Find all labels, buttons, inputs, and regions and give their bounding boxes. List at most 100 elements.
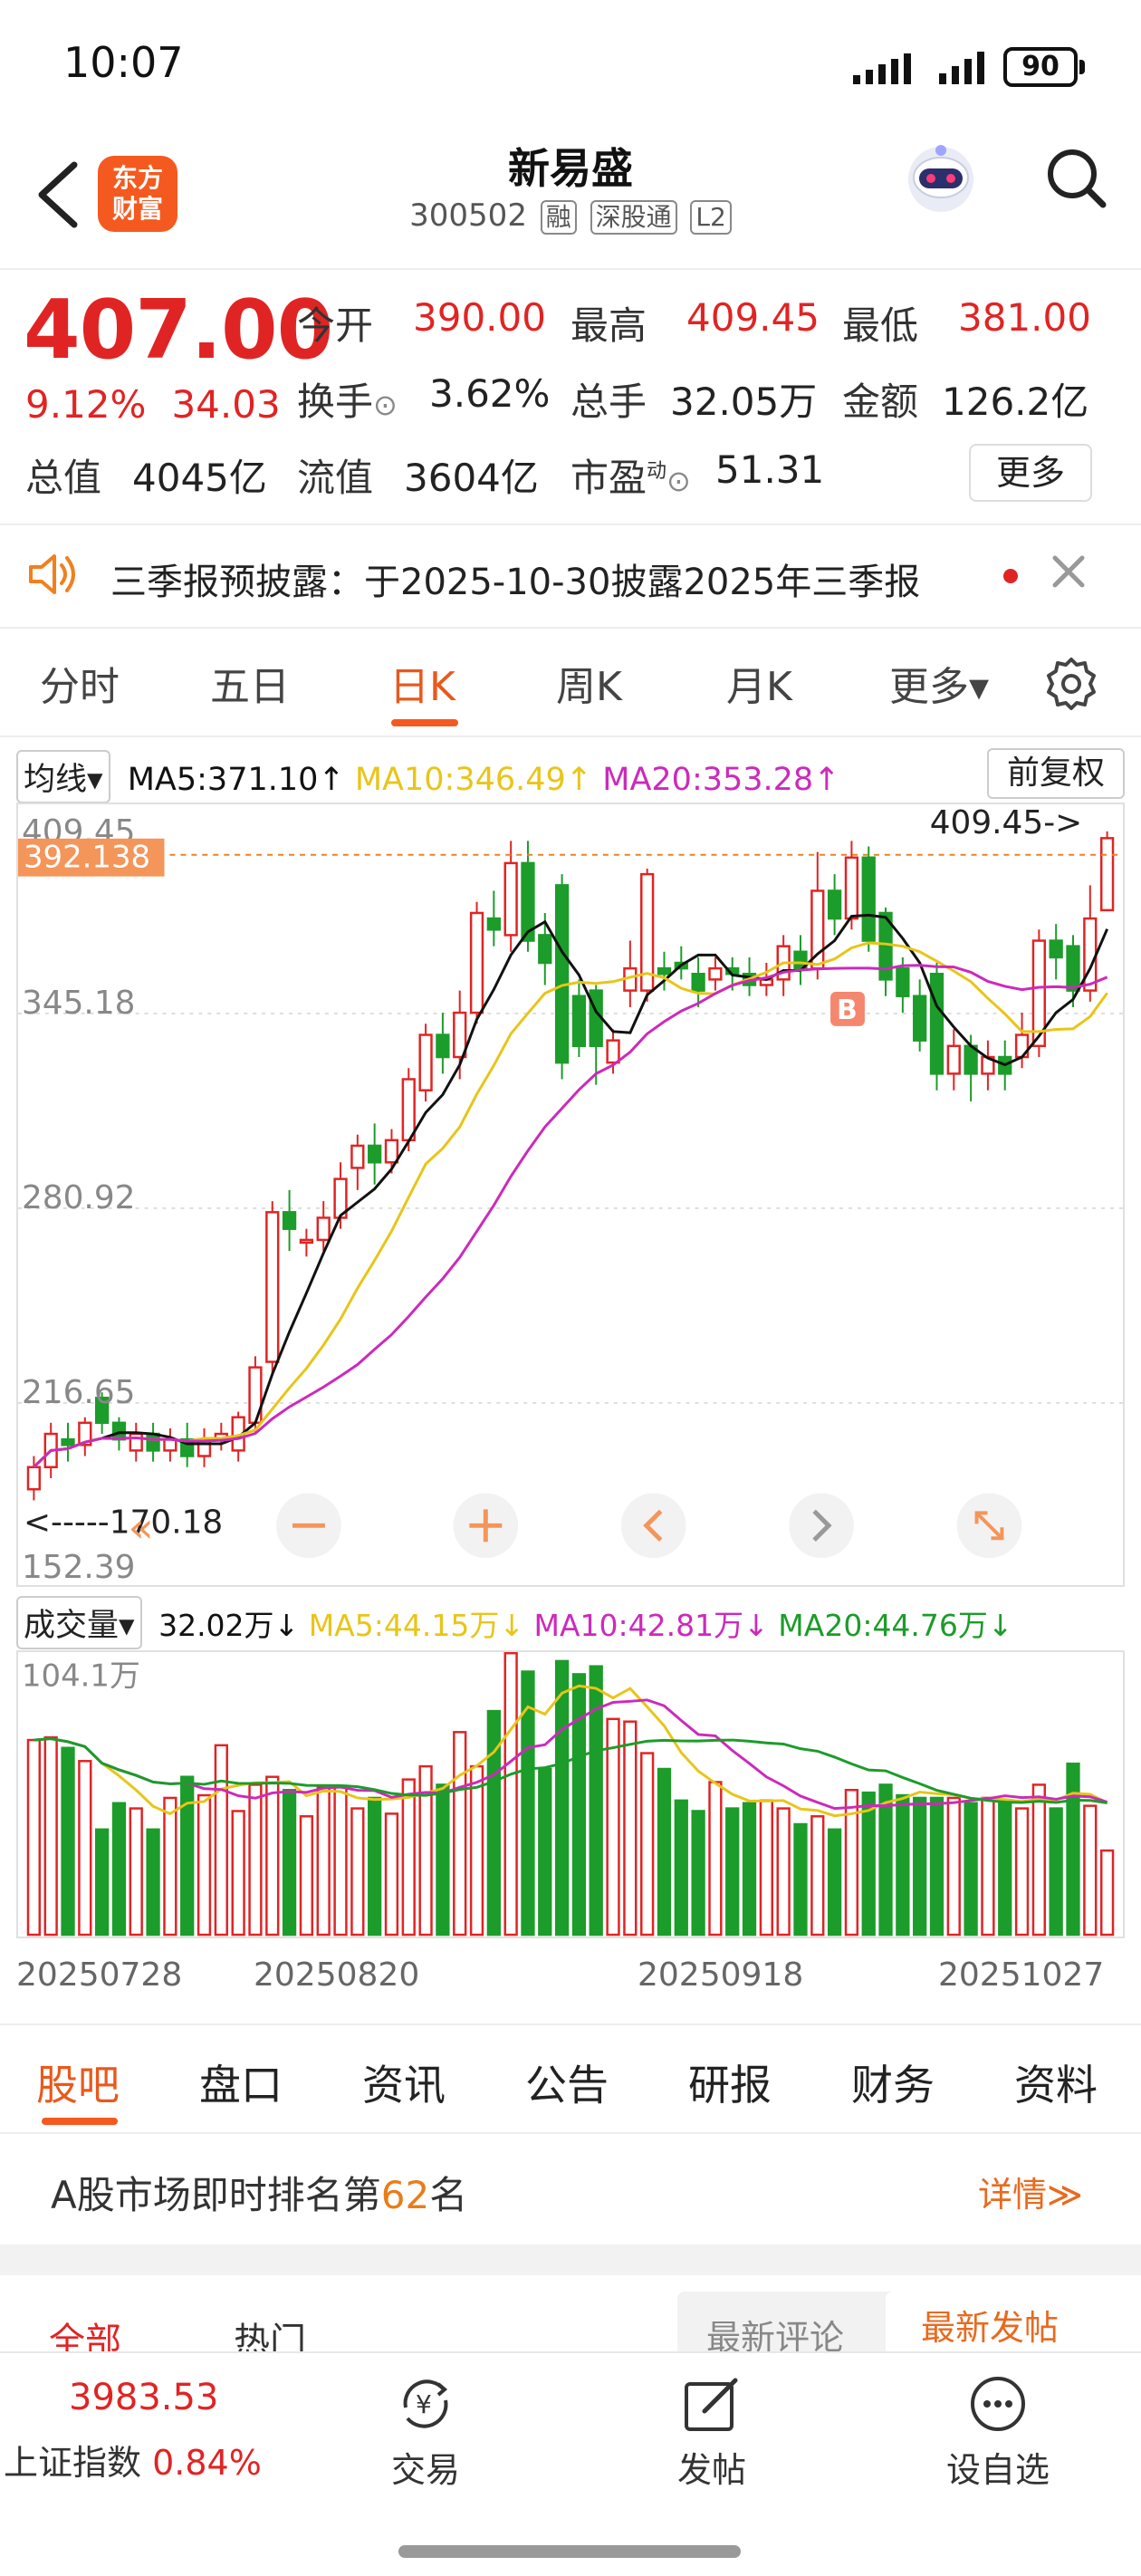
candle xyxy=(453,1011,467,1059)
volume-bar xyxy=(878,1783,893,1937)
volume-bar xyxy=(538,1767,552,1937)
volume-bar xyxy=(163,1796,177,1937)
ai-assistant-robot-icon[interactable] xyxy=(901,138,981,217)
tab-intraday[interactable]: 分时 xyxy=(40,664,120,710)
tab-weekly-k[interactable]: 周K xyxy=(556,664,622,710)
candle xyxy=(827,889,842,920)
candle xyxy=(384,1139,399,1164)
ma-select[interactable]: 均线▾ xyxy=(16,750,110,803)
pe-label[interactable]: 市盈动⊙ xyxy=(570,447,691,503)
tab-five-day[interactable]: 五日 xyxy=(210,664,290,710)
volume-bar xyxy=(827,1828,842,1937)
high-label: 最高 xyxy=(570,303,647,348)
volume-bar xyxy=(674,1799,688,1937)
volume-bar xyxy=(486,1709,501,1937)
level2-tag[interactable]: L2 xyxy=(690,199,732,235)
volume-chart[interactable]: 104.1万 xyxy=(16,1650,1125,1938)
volume-bar xyxy=(453,1731,467,1937)
app-logo[interactable]: 东方 财富 xyxy=(98,156,177,232)
tab-forum[interactable]: 股吧 xyxy=(36,2061,120,2110)
volume-bar xyxy=(384,1812,399,1937)
pan-left-button[interactable] xyxy=(620,1493,686,1559)
gear-icon[interactable] xyxy=(1043,656,1099,712)
price-change-row: 9.12% 34.03 xyxy=(25,382,306,427)
date-label: 20250728 xyxy=(16,1956,183,1994)
nav-watchlist[interactable]: 设自选 xyxy=(907,2371,1088,2492)
turnover-value: 3.62% xyxy=(429,371,551,416)
edit-icon xyxy=(685,2378,738,2431)
tab-financials[interactable]: 财务 xyxy=(851,2061,935,2110)
zoom-out-button[interactable] xyxy=(276,1493,341,1559)
nav-watchlist-label: 设自选 xyxy=(945,2450,1050,2490)
pan-right-button[interactable] xyxy=(789,1493,854,1559)
back-arrow-icon[interactable] xyxy=(27,154,91,235)
candlestick-chart[interactable]: 409.45 345.18 280.92 216.65 152.39 392.1… xyxy=(16,803,1125,1587)
tab-monthly-k[interactable]: 月K xyxy=(726,664,792,710)
candle xyxy=(521,861,535,942)
candle xyxy=(350,1144,365,1169)
volume-bar xyxy=(333,1786,348,1937)
volume-bars-group xyxy=(26,1652,1115,1937)
active-bottom-tab-indicator xyxy=(42,2118,118,2125)
sort-latest-comment[interactable]: 最新评论 xyxy=(706,2318,845,2358)
volume-select[interactable]: 成交量▾ xyxy=(16,1596,142,1649)
candles-group xyxy=(26,831,1115,1501)
more-button[interactable]: 更多 xyxy=(969,444,1092,502)
price-adjust-button[interactable]: 前复权 xyxy=(987,748,1125,799)
volume-value: 32.05万 xyxy=(670,380,818,424)
turnover-label[interactable]: 换手⊙ xyxy=(297,371,398,427)
tab-announcements[interactable]: 公告 xyxy=(525,2061,609,2110)
tab-daily-k[interactable]: 日K xyxy=(389,664,455,710)
pe-dynamic-sup: 动 xyxy=(647,460,667,483)
volume-bar xyxy=(26,1738,42,1937)
index-row[interactable]: 上证指数 0.84% xyxy=(4,2435,262,2485)
details-link[interactable]: 详情≫ xyxy=(978,2175,1083,2215)
high-value: 409.45 xyxy=(686,295,820,340)
index-value[interactable]: 3983.53 xyxy=(69,2377,219,2418)
index-change-percent: 0.84% xyxy=(152,2443,262,2483)
volume-bar xyxy=(231,1810,245,1937)
volume-bar xyxy=(725,1807,740,1937)
fullscreen-button[interactable] xyxy=(956,1493,1022,1559)
close-icon[interactable] xyxy=(1046,549,1091,594)
notice-text[interactable]: 三季报预披露：于2025-10-30披露2025年三季报 xyxy=(110,562,921,603)
volume-bar xyxy=(657,1767,672,1937)
tab-more[interactable]: 更多▾ xyxy=(889,664,990,710)
status-bar: 10:07 90 xyxy=(0,0,1141,136)
volume-bar xyxy=(78,1760,92,1937)
volume-bar xyxy=(469,1764,484,1937)
tab-research[interactable]: 研报 xyxy=(688,2061,772,2110)
ranking-text: A股市场即时排名第62名 xyxy=(51,2165,467,2220)
volume-bar xyxy=(946,1796,961,1937)
volume-bar xyxy=(521,1670,535,1937)
candle xyxy=(129,1432,143,1452)
nav-post[interactable]: 发帖 xyxy=(621,2371,802,2492)
volume-bar xyxy=(913,1796,927,1937)
info-dots-icon[interactable]: ⊙ xyxy=(373,388,398,422)
zoom-in-button[interactable] xyxy=(453,1493,519,1559)
notice-bar[interactable]: 三季报预披露：于2025-10-30披露2025年三季报 xyxy=(0,525,1141,627)
volume-bar xyxy=(1099,1849,1115,1937)
tab-orderbook[interactable]: 盘口 xyxy=(199,2061,283,2110)
candle xyxy=(436,1033,450,1059)
tab-profile[interactable]: 资料 xyxy=(1014,2061,1098,2110)
float-cap-value: 3604亿 xyxy=(404,456,539,500)
candle xyxy=(503,861,518,937)
nav-trade[interactable]: ¥ 交易 xyxy=(335,2371,516,2492)
speaker-icon xyxy=(29,554,75,594)
active-tab-indicator xyxy=(391,719,458,726)
open-label: 今开 xyxy=(297,303,374,348)
pan-left-fast-button[interactable]: « xyxy=(129,1503,154,1552)
volume-ma5: MA5:44.15万↓ xyxy=(308,1608,524,1643)
yen-exchange-icon: ¥ xyxy=(403,2379,448,2428)
candle xyxy=(946,1044,961,1075)
tab-news[interactable]: 资讯 xyxy=(362,2061,446,2110)
stock-code: 300502 xyxy=(409,197,527,234)
volume-bar xyxy=(606,1717,620,1937)
candle xyxy=(26,1466,42,1491)
volume-bar xyxy=(1031,1783,1047,1937)
volume-axis-max: 104.1万 xyxy=(22,1658,140,1694)
info-dots-icon-2[interactable]: ⊙ xyxy=(666,464,691,498)
volume-bar xyxy=(214,1744,228,1937)
search-icon[interactable] xyxy=(1043,145,1108,210)
